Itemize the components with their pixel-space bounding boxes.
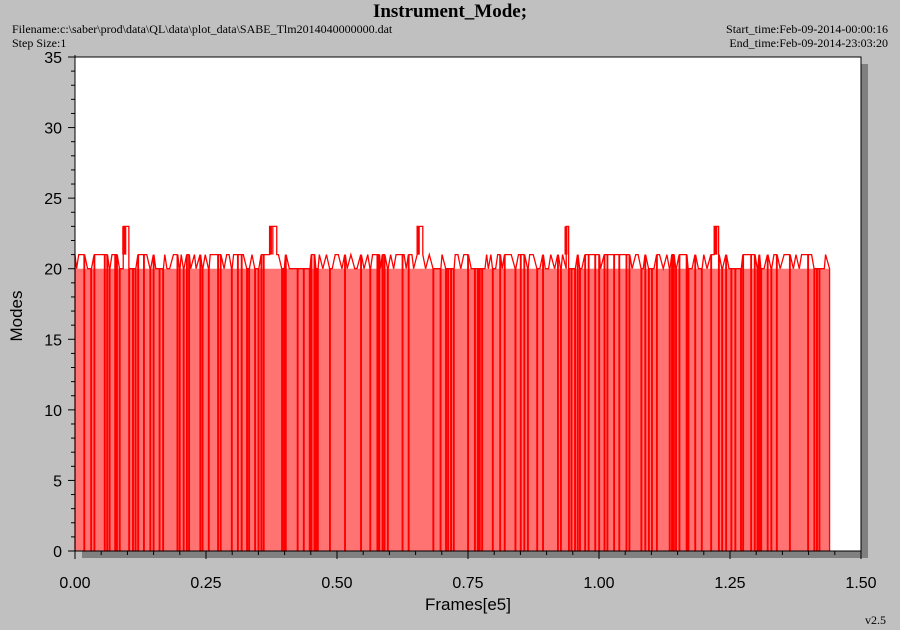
- x-tick-label: 0.50: [321, 575, 352, 592]
- filename-label: Filename:c:\saber\prod\data\QL\data\plot…: [12, 22, 393, 36]
- x-tick-label: 1.25: [714, 575, 745, 592]
- series-spike: [714, 226, 718, 255]
- y-axis-label: Modes: [7, 290, 26, 341]
- y-tick-label: 5: [53, 473, 62, 490]
- series-spike: [416, 226, 420, 255]
- series-spike: [122, 226, 126, 255]
- chart-title: Instrument_Mode;: [372, 1, 528, 22]
- y-tick-label: 35: [44, 50, 62, 67]
- x-tick-label: 0.25: [190, 575, 221, 592]
- axes: 0 5 10 15 20 25 30 35 0.00 0.25 0.50 0.75 1.00 1.25 1.…: [44, 50, 876, 592]
- x-tick-label: 1.00: [583, 575, 614, 592]
- version-label: v2.5: [865, 613, 886, 627]
- y-tick-label: 20: [44, 262, 62, 279]
- x-axis-label: Frames[e5]: [425, 595, 511, 614]
- series-spike: [564, 226, 568, 255]
- step-size-label: Step Size:1: [12, 36, 67, 50]
- x-tick-label: 0.75: [452, 575, 483, 592]
- series-fill: [75, 268, 830, 551]
- y-tick-label: 30: [44, 121, 62, 138]
- start-time-label: Start_time:Feb-09-2014-00:00:16: [726, 22, 888, 36]
- x-tick-label: 0.00: [59, 575, 90, 592]
- series-instrument-mode: [74, 225, 831, 552]
- x-tick-label: 1.50: [845, 575, 876, 592]
- series-spike: [268, 226, 272, 255]
- y-tick-label: 25: [44, 191, 62, 208]
- y-tick-label: 0: [53, 544, 62, 561]
- y-tick-label: 15: [44, 332, 62, 349]
- y-tick-label: 10: [44, 403, 62, 420]
- end-time-label: End_time:Feb-09-2014-23:03:20: [729, 36, 888, 50]
